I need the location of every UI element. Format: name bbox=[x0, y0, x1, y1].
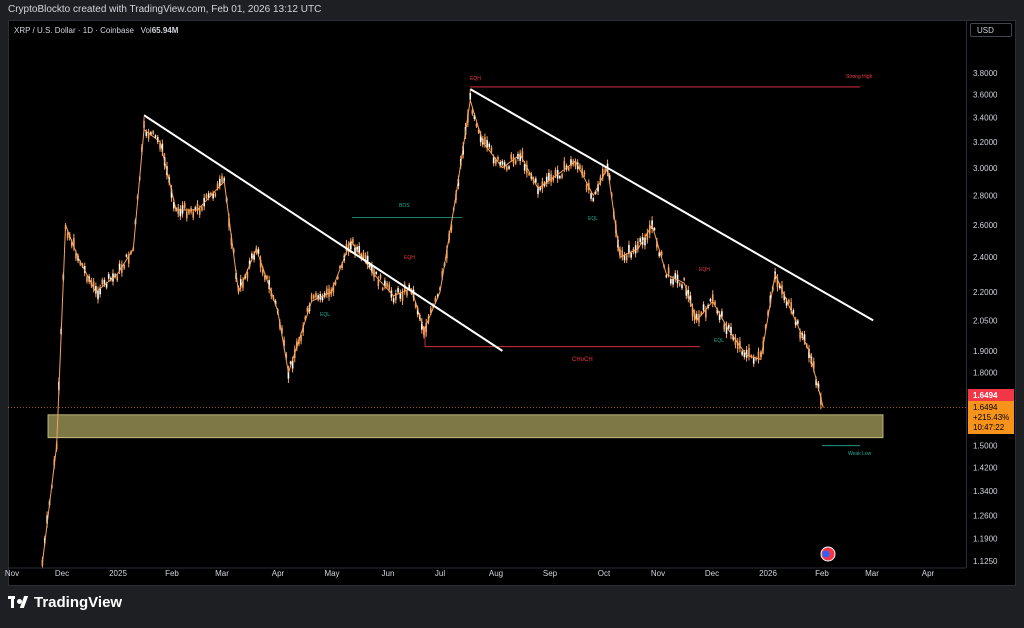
credit-text: CryptoBlockto created with TradingView.c… bbox=[8, 4, 322, 15]
currency-selector[interactable]: USD bbox=[970, 23, 1012, 37]
tradingview-branding: TradingView bbox=[8, 594, 122, 611]
chart-frame[interactable] bbox=[8, 20, 1016, 586]
symbol-legend: XRP / U.S. Dollar · 1D · Coinbase Vol65.… bbox=[14, 26, 178, 35]
brand-name: TradingView bbox=[34, 594, 123, 611]
price-scale[interactable] bbox=[966, 20, 1017, 568]
volume-value: 65.94M bbox=[151, 26, 179, 35]
symbol-name: XRP / U.S. Dollar · 1D · Coinbase bbox=[14, 26, 134, 35]
tradingview-logo-icon bbox=[8, 595, 30, 610]
volume-label: Vol bbox=[140, 26, 152, 35]
